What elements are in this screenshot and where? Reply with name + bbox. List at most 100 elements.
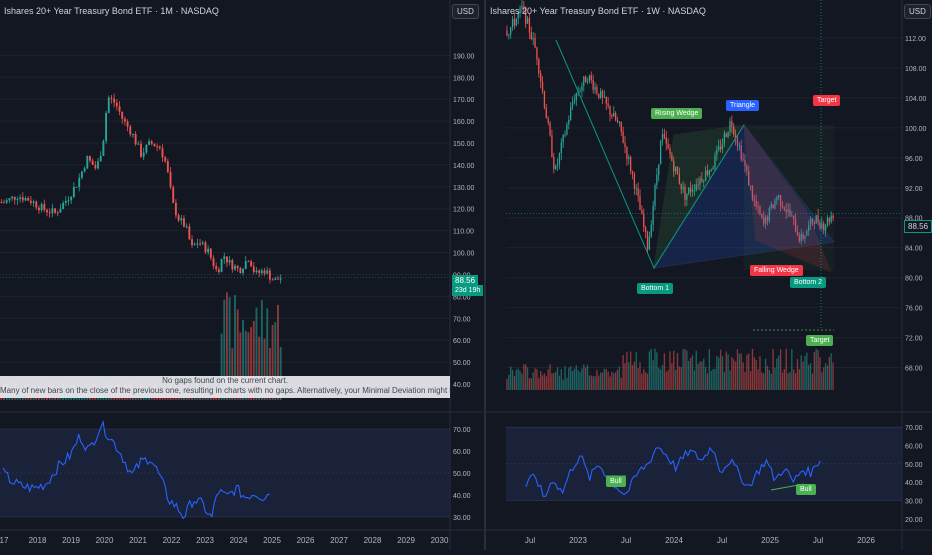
- volume-bar: [521, 373, 523, 390]
- candle-body: [794, 219, 797, 232]
- candle-body: [110, 97, 113, 99]
- candle-body: [663, 134, 666, 138]
- rsi-tick-label: 60.00: [905, 444, 923, 451]
- candle-body: [824, 225, 827, 231]
- candle-body: [804, 235, 806, 239]
- volume-bar: [652, 360, 654, 390]
- candle-body: [107, 97, 110, 113]
- volume-bar: [663, 353, 666, 390]
- candle-body: [656, 174, 658, 186]
- candle-body: [5, 200, 8, 203]
- candle-body: [643, 214, 645, 228]
- volume-bar: [635, 352, 637, 390]
- volume-bar: [560, 369, 562, 390]
- volume-bar: [513, 376, 516, 390]
- candle-body: [121, 111, 124, 119]
- price-tick-label: 110.00: [453, 229, 474, 236]
- candle-body: [35, 201, 38, 208]
- candle-body: [86, 156, 89, 169]
- candle-body: [579, 90, 581, 92]
- volume-bar: [611, 371, 613, 390]
- candle-body: [808, 224, 810, 231]
- volume-bar: [571, 370, 574, 390]
- volume-bar: [570, 366, 572, 390]
- volume-bar: [798, 369, 800, 390]
- rsi-tick-label: 70.00: [453, 427, 471, 434]
- volume-bar: [659, 369, 662, 390]
- monthly-chart-pane[interactable]: 40.0050.0060.0070.0080.0090.00100.00110.…: [0, 0, 490, 550]
- volume-bar: [774, 367, 776, 390]
- last-price-badge-left: 88.56: [452, 275, 479, 286]
- candle-body: [38, 207, 40, 211]
- price-tick-label: 96.00: [905, 156, 923, 163]
- volume-bar: [785, 348, 787, 390]
- volume-bar: [583, 364, 585, 390]
- candle-body: [729, 121, 731, 133]
- pane-divider[interactable]: [484, 0, 486, 550]
- candle-body: [637, 188, 639, 197]
- candle-body: [268, 270, 271, 280]
- monthly-chart-title: Ishares 20+ Year Treasury Bond ETF · 1M …: [4, 6, 219, 16]
- candle-body: [142, 152, 145, 157]
- candle-body: [212, 258, 215, 267]
- volume-bar: [564, 366, 566, 390]
- currency-button-right[interactable]: USD: [904, 4, 931, 19]
- volume-bar: [566, 377, 568, 390]
- candle-body: [215, 266, 218, 270]
- candle-body: [793, 215, 795, 220]
- weekly-chart-canvas[interactable]: 68.00 72.00 76.00 80.00 84.00 88.00 92.00 96.00…: [486, 0, 932, 550]
- candle-body: [811, 218, 814, 223]
- currency-button-left[interactable]: USD: [452, 4, 479, 19]
- volume-bar: [605, 369, 607, 390]
- volume-bar: [579, 372, 581, 390]
- time-tick-label: 2021: [129, 536, 147, 545]
- time-tick-label: Jul: [525, 536, 535, 545]
- candle-body: [555, 165, 557, 169]
- candle-body: [611, 115, 613, 117]
- rsi-tick-label: 20.00: [905, 517, 923, 524]
- volume-bar: [532, 372, 534, 390]
- price-tick-label: 100.00: [905, 126, 927, 133]
- volume-bar: [689, 357, 692, 390]
- volume-bar: [794, 373, 797, 390]
- candle-body: [757, 206, 759, 208]
- volume-bar: [667, 370, 669, 390]
- volume-bar: [680, 367, 682, 390]
- volume-bar: [555, 371, 557, 390]
- volume-bar: [626, 351, 628, 390]
- candle-body: [271, 279, 274, 281]
- price-tick-label: 120.00: [453, 207, 475, 214]
- volume-bar: [802, 361, 804, 390]
- candle-body: [809, 218, 812, 225]
- volume-bar: [573, 368, 576, 390]
- price-tick-label: 80.00: [453, 294, 471, 301]
- candle-body: [708, 170, 711, 175]
- candle-body: [67, 200, 70, 202]
- volume-bar: [676, 353, 679, 390]
- rsi-bull-label-2: Bull: [796, 484, 816, 495]
- time-tick-label: 17: [0, 536, 9, 545]
- volume-bar: [817, 350, 819, 390]
- time-tick-label: Jul: [621, 536, 631, 545]
- volume-bar: [506, 378, 508, 390]
- candle-body: [277, 278, 279, 280]
- candle-body: [172, 187, 175, 203]
- candle-body: [8, 198, 11, 201]
- candle-body: [532, 37, 534, 40]
- candle-body: [217, 269, 220, 272]
- candle-body: [29, 200, 32, 203]
- candle-body: [252, 266, 255, 273]
- candle-body: [821, 223, 823, 229]
- candle-body: [734, 134, 737, 139]
- candle-body: [534, 37, 536, 48]
- volume-bar: [543, 373, 546, 390]
- candle-body: [234, 265, 236, 270]
- candle-body: [676, 166, 679, 175]
- candle-body: [701, 178, 703, 182]
- volume-bar: [688, 360, 690, 390]
- volume-bar: [607, 371, 609, 390]
- weekly-chart-pane[interactable]: 68.00 72.00 76.00 80.00 84.00 88.00 92.00 96.00…: [486, 0, 932, 550]
- volume-bar: [622, 355, 624, 390]
- volume-bar: [646, 373, 649, 390]
- monthly-chart-canvas[interactable]: 40.0050.0060.0070.0080.0090.00100.00110.…: [0, 0, 490, 550]
